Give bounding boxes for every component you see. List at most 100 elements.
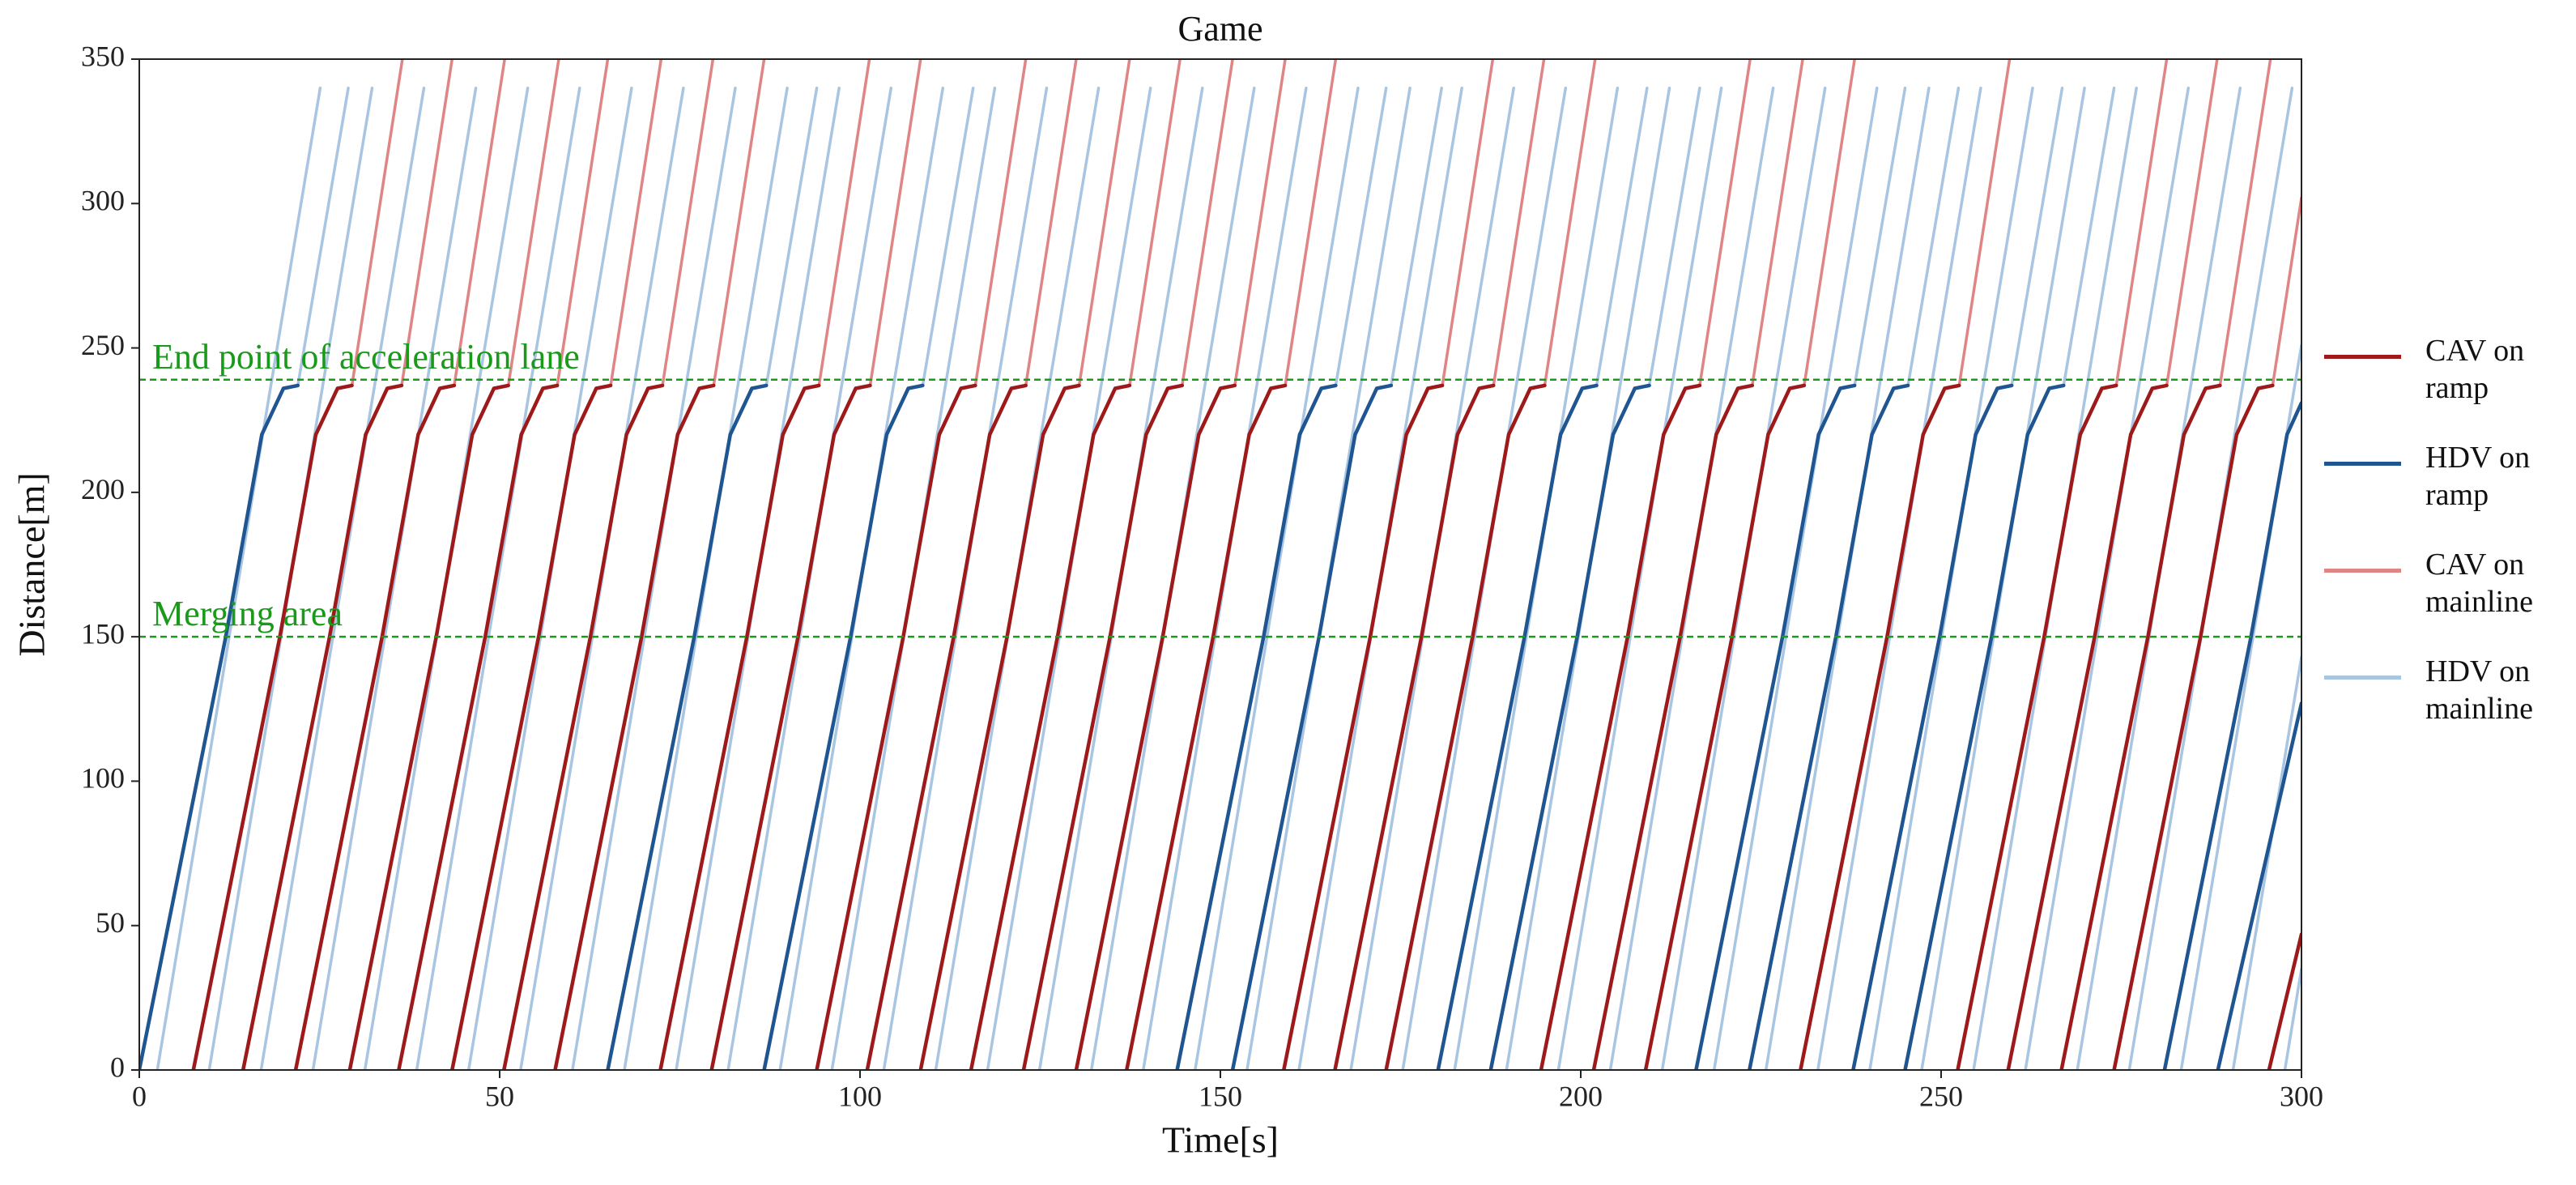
trajectory (1390, 86, 1443, 387)
trajectory (191, 383, 354, 1070)
trajectory (606, 383, 769, 1070)
x-axis-label: Time[s] (1162, 1119, 1279, 1161)
trajectory (2059, 383, 2222, 1070)
axes: 0 50 100 150 200 250 300 0 50 100 150 200 250 300 350 E… (81, 40, 2323, 1112)
trajectory (2024, 86, 2191, 1070)
trajectory (815, 383, 977, 1070)
legend-item: HDV on mainline (2324, 653, 2567, 727)
trajectory (1595, 86, 1649, 387)
trajectory (921, 86, 975, 387)
trajectory (1334, 86, 1388, 387)
trajectory (1436, 383, 1599, 1070)
trajectory (1077, 59, 1131, 387)
trajectory (817, 59, 871, 387)
trajectory (502, 383, 665, 1070)
trajectory (350, 59, 404, 387)
trajectory (1643, 383, 1807, 1070)
y-tick-label: 350 (81, 40, 125, 72)
trajectory (241, 383, 404, 1070)
trajectory (658, 383, 821, 1070)
trajectory (1074, 383, 1237, 1070)
trajectory (709, 383, 872, 1070)
y-axis-label: Distance[m] (11, 472, 53, 656)
trajectory (1488, 383, 1651, 1070)
trajectory (1816, 86, 1982, 1070)
y-tick-label: 100 (81, 762, 125, 795)
trajectory (969, 383, 1132, 1070)
trajectory (2216, 701, 2301, 1070)
trajectory (1021, 383, 1185, 1070)
trajectory (296, 86, 350, 387)
trajectory (1543, 59, 1597, 387)
trajectory (2062, 86, 2116, 387)
trajectory (1333, 383, 1496, 1070)
trajectory (1284, 59, 1338, 387)
trajectory (311, 86, 478, 1070)
legend-swatch (2324, 462, 2401, 466)
trajectory (1125, 383, 1288, 1070)
trajectory (1956, 383, 2118, 1070)
trajectory (1748, 383, 1910, 1070)
trajectory (1556, 86, 1723, 1070)
trajectory (2010, 86, 2064, 387)
y-tick-label: 150 (81, 617, 125, 650)
trajectory (397, 383, 560, 1070)
legend-label: HDV on mainline (2425, 654, 2533, 726)
trajectory (712, 59, 766, 387)
trajectory (762, 383, 925, 1070)
trajectory (259, 86, 426, 1070)
trajectory (1957, 59, 2012, 387)
legend-label: CAV on mainline (2425, 548, 2533, 619)
trajectory (1712, 86, 1879, 1070)
trajectory (400, 59, 454, 387)
trajectory (1799, 383, 1961, 1070)
trajectory (918, 383, 1081, 1070)
trajectory (1128, 59, 1182, 387)
trajectory (415, 86, 581, 1070)
trajectory (2283, 967, 2301, 1070)
x-tick-label: 150 (1199, 1080, 1242, 1112)
x-tick-label: 100 (838, 1080, 882, 1112)
legend-label: HDV on ramp (2425, 441, 2531, 512)
trajectory (2231, 655, 2301, 1070)
annotation: Merging area (152, 594, 343, 633)
trajectory (764, 86, 819, 387)
trajectory (450, 383, 613, 1070)
y-tick-label: 200 (81, 473, 125, 505)
trajectory (2006, 383, 2169, 1070)
legend-item: CAV on ramp (2324, 332, 2567, 407)
legend-label: CAV on ramp (2425, 334, 2525, 405)
legend-swatch (2324, 676, 2401, 680)
plot-area (139, 59, 2301, 1070)
trajectory (865, 383, 1028, 1070)
trajectory (2162, 401, 2301, 1070)
legend-item: CAV on mainline (2324, 546, 2567, 620)
trajectory (1384, 383, 1547, 1070)
trajectory (553, 383, 716, 1070)
trajectory (2112, 383, 2275, 1070)
trajectory (556, 59, 610, 387)
y-tick-label: 50 (96, 906, 125, 939)
x-tick-label: 50 (485, 1080, 514, 1112)
trajectory (1024, 59, 1078, 387)
y-tick-label: 0 (110, 1051, 125, 1083)
trajectory (1282, 383, 1445, 1070)
trajectory (1441, 59, 1495, 387)
trajectory (2271, 196, 2301, 387)
legend-swatch (2324, 355, 2401, 359)
trajectory (1851, 383, 2014, 1070)
trajectory (139, 383, 300, 1070)
trajectory (1751, 59, 1804, 387)
trajectory (661, 59, 715, 387)
trajectory (1539, 383, 1702, 1070)
annotation: End point of acceleration lane (152, 337, 580, 377)
trajectory (1492, 59, 1546, 387)
trajectory (1694, 383, 1857, 1070)
trajectory (1698, 59, 1752, 387)
trajectory (2165, 59, 2219, 387)
trajectory (1181, 59, 1234, 387)
trajectory (1647, 86, 1701, 387)
x-tick-label: 300 (2280, 1080, 2323, 1112)
trajectory (2218, 59, 2272, 387)
trajectory (1853, 86, 1907, 387)
